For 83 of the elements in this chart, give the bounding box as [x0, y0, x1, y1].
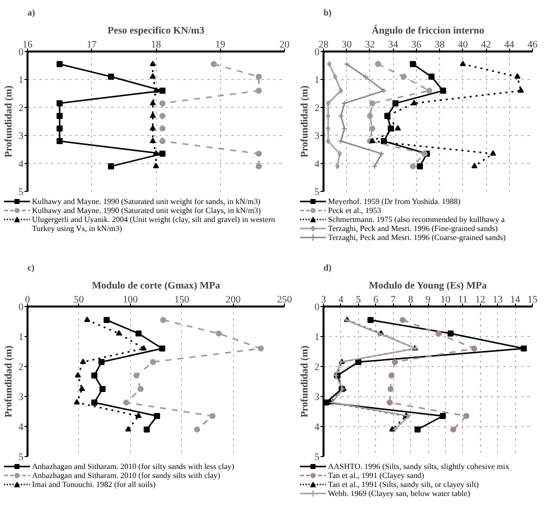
- x-tick-label: 20: [280, 40, 290, 50]
- x-tick-label: 10: [440, 294, 450, 306]
- x-tick-label: 7: [390, 294, 396, 306]
- y-tick-label: 4: [314, 422, 320, 433]
- x-tick-label: 150: [174, 294, 190, 306]
- x-axis-title: Modulo de Young (Es) MPa: [368, 280, 487, 292]
- y-tick-label: 2: [314, 103, 320, 114]
- y-tick-label: 2: [314, 362, 320, 373]
- y-tick-label: 4: [18, 159, 24, 170]
- x-tick-label: 14: [510, 294, 520, 306]
- y-tick-label: 3: [314, 131, 320, 142]
- y-tick-label: 4: [314, 159, 320, 170]
- x-tick-label: 36: [411, 40, 422, 50]
- legend-label: Kulhawy and Mayne. 1990 (Saturated unit weight for Clays, in kN/m3): [32, 206, 261, 215]
- legend-label: Terzaghi, Peck and Mesri. 1996 (Coarse-grained sands): [328, 233, 506, 242]
- chart-title: c): [28, 262, 34, 272]
- chart-title: b): [324, 8, 332, 18]
- x-tick-label: 18: [151, 40, 161, 50]
- y-tick-label: 0: [18, 47, 24, 58]
- y-tick-label: 1: [314, 332, 320, 343]
- x-tick-label: 46: [528, 40, 538, 50]
- x-tick-label: 13: [492, 294, 503, 306]
- legend-label: Webb. 1969 (Clayey san, below water table): [328, 489, 470, 498]
- x-tick-label: 12: [475, 294, 486, 306]
- legend-label: Schmertmann. 1975 (also recommended by kullhawy a: [328, 215, 505, 224]
- x-axis-title: Ángulo de friccion interno: [372, 24, 484, 36]
- x-tick-label: 38: [434, 40, 445, 50]
- x-tick-label: 16: [22, 40, 32, 50]
- y-axis-title: Profundidad (m): [4, 86, 14, 158]
- chart-title: a): [28, 8, 35, 18]
- y-tick-label: 0: [314, 47, 320, 58]
- y-axis-title: Profundidad (m): [4, 346, 14, 418]
- chart-title: d): [324, 262, 332, 272]
- x-tick-label: 200: [226, 294, 241, 306]
- x-tick-label: 100: [122, 294, 138, 306]
- y-tick-label: 1: [314, 75, 320, 86]
- y-tick-label: 2: [18, 103, 24, 114]
- x-tick-label: 5: [356, 294, 361, 306]
- x-axis-title: Peso especifico KN/m3: [108, 26, 204, 36]
- x-tick-label: 40: [458, 40, 468, 50]
- x-tick-label: 28: [318, 40, 328, 50]
- y-tick-label: 4: [18, 422, 24, 433]
- y-tick-label: 0: [18, 302, 24, 313]
- y-tick-label: 5: [314, 452, 320, 463]
- y-tick-label: 0: [314, 302, 320, 313]
- legend-label: Tan et al., 1991 (Clayey sand): [328, 471, 424, 480]
- legend-label: Meyerhof. 1959 (Dr from Yoshida. 1988): [328, 197, 460, 206]
- legend-label: AASHTO. 1996 (Silts, sandy silts, slightly cohesive mix: [328, 462, 510, 471]
- x-tick-label: 32: [364, 40, 375, 50]
- x-tick-label: 19: [215, 40, 226, 50]
- legend-label: Tan et al., 1991 (Silts, sandy silt, or clayey silt): [328, 480, 479, 489]
- legend-label: Anbazhagan and Sitharam. 2010 (for silty sands with less clay): [32, 462, 234, 471]
- y-tick-label: 5: [18, 452, 24, 463]
- x-tick-label: 34: [388, 40, 398, 50]
- y-axis-title: Profundidad (m): [300, 346, 310, 418]
- x-tick-label: 17: [86, 40, 97, 50]
- y-tick-label: 2: [18, 362, 24, 373]
- x-axis-title: Modulo de corte (Gmax) MPa: [92, 280, 220, 292]
- x-tick-label: 50: [74, 294, 84, 306]
- x-tick-label: 4: [338, 294, 344, 306]
- y-axis-title: Profundidad (m): [300, 86, 310, 158]
- legend-label: Kulhawy and Mayne. 1990 (Saturated unit weight for sands, in kN/m3): [32, 197, 260, 206]
- x-tick-label: 42: [481, 40, 492, 50]
- legend-label: Peck et al., 1953: [328, 206, 382, 215]
- legend-label: Imai and Tonouchi. 1982 (for all soils): [32, 480, 156, 489]
- y-tick-label: 1: [18, 332, 24, 343]
- x-tick-label: 8: [408, 294, 414, 306]
- y-tick-label: 5: [18, 187, 24, 198]
- y-tick-label: 5: [314, 187, 320, 198]
- x-tick-label: 9: [426, 294, 430, 306]
- y-tick-label: 3: [18, 392, 24, 403]
- legend-label: Terzaghi, Peck and Mesri. 1996 (Fine-grained sands): [328, 224, 498, 233]
- y-tick-label: 3: [314, 392, 320, 403]
- y-tick-label: 3: [18, 131, 24, 142]
- x-tick-label: 250: [277, 294, 292, 306]
- x-tick-label: 30: [342, 40, 352, 50]
- legend-label: Anbazhagan and Sitharam. 2010 (for sandy silts with clay): [32, 471, 220, 480]
- x-tick-label: 6: [373, 294, 378, 306]
- y-tick-label: 1: [18, 75, 24, 86]
- x-tick-label: 15: [528, 294, 538, 306]
- legend-label: Ulugergerli and Uyanik. 2004 (Unit weight (clay, silt and gravel) in western Turkey using Vs, in kN/m3): [32, 215, 276, 233]
- x-tick-label: 11: [458, 294, 468, 306]
- x-tick-label: 44: [504, 40, 514, 50]
